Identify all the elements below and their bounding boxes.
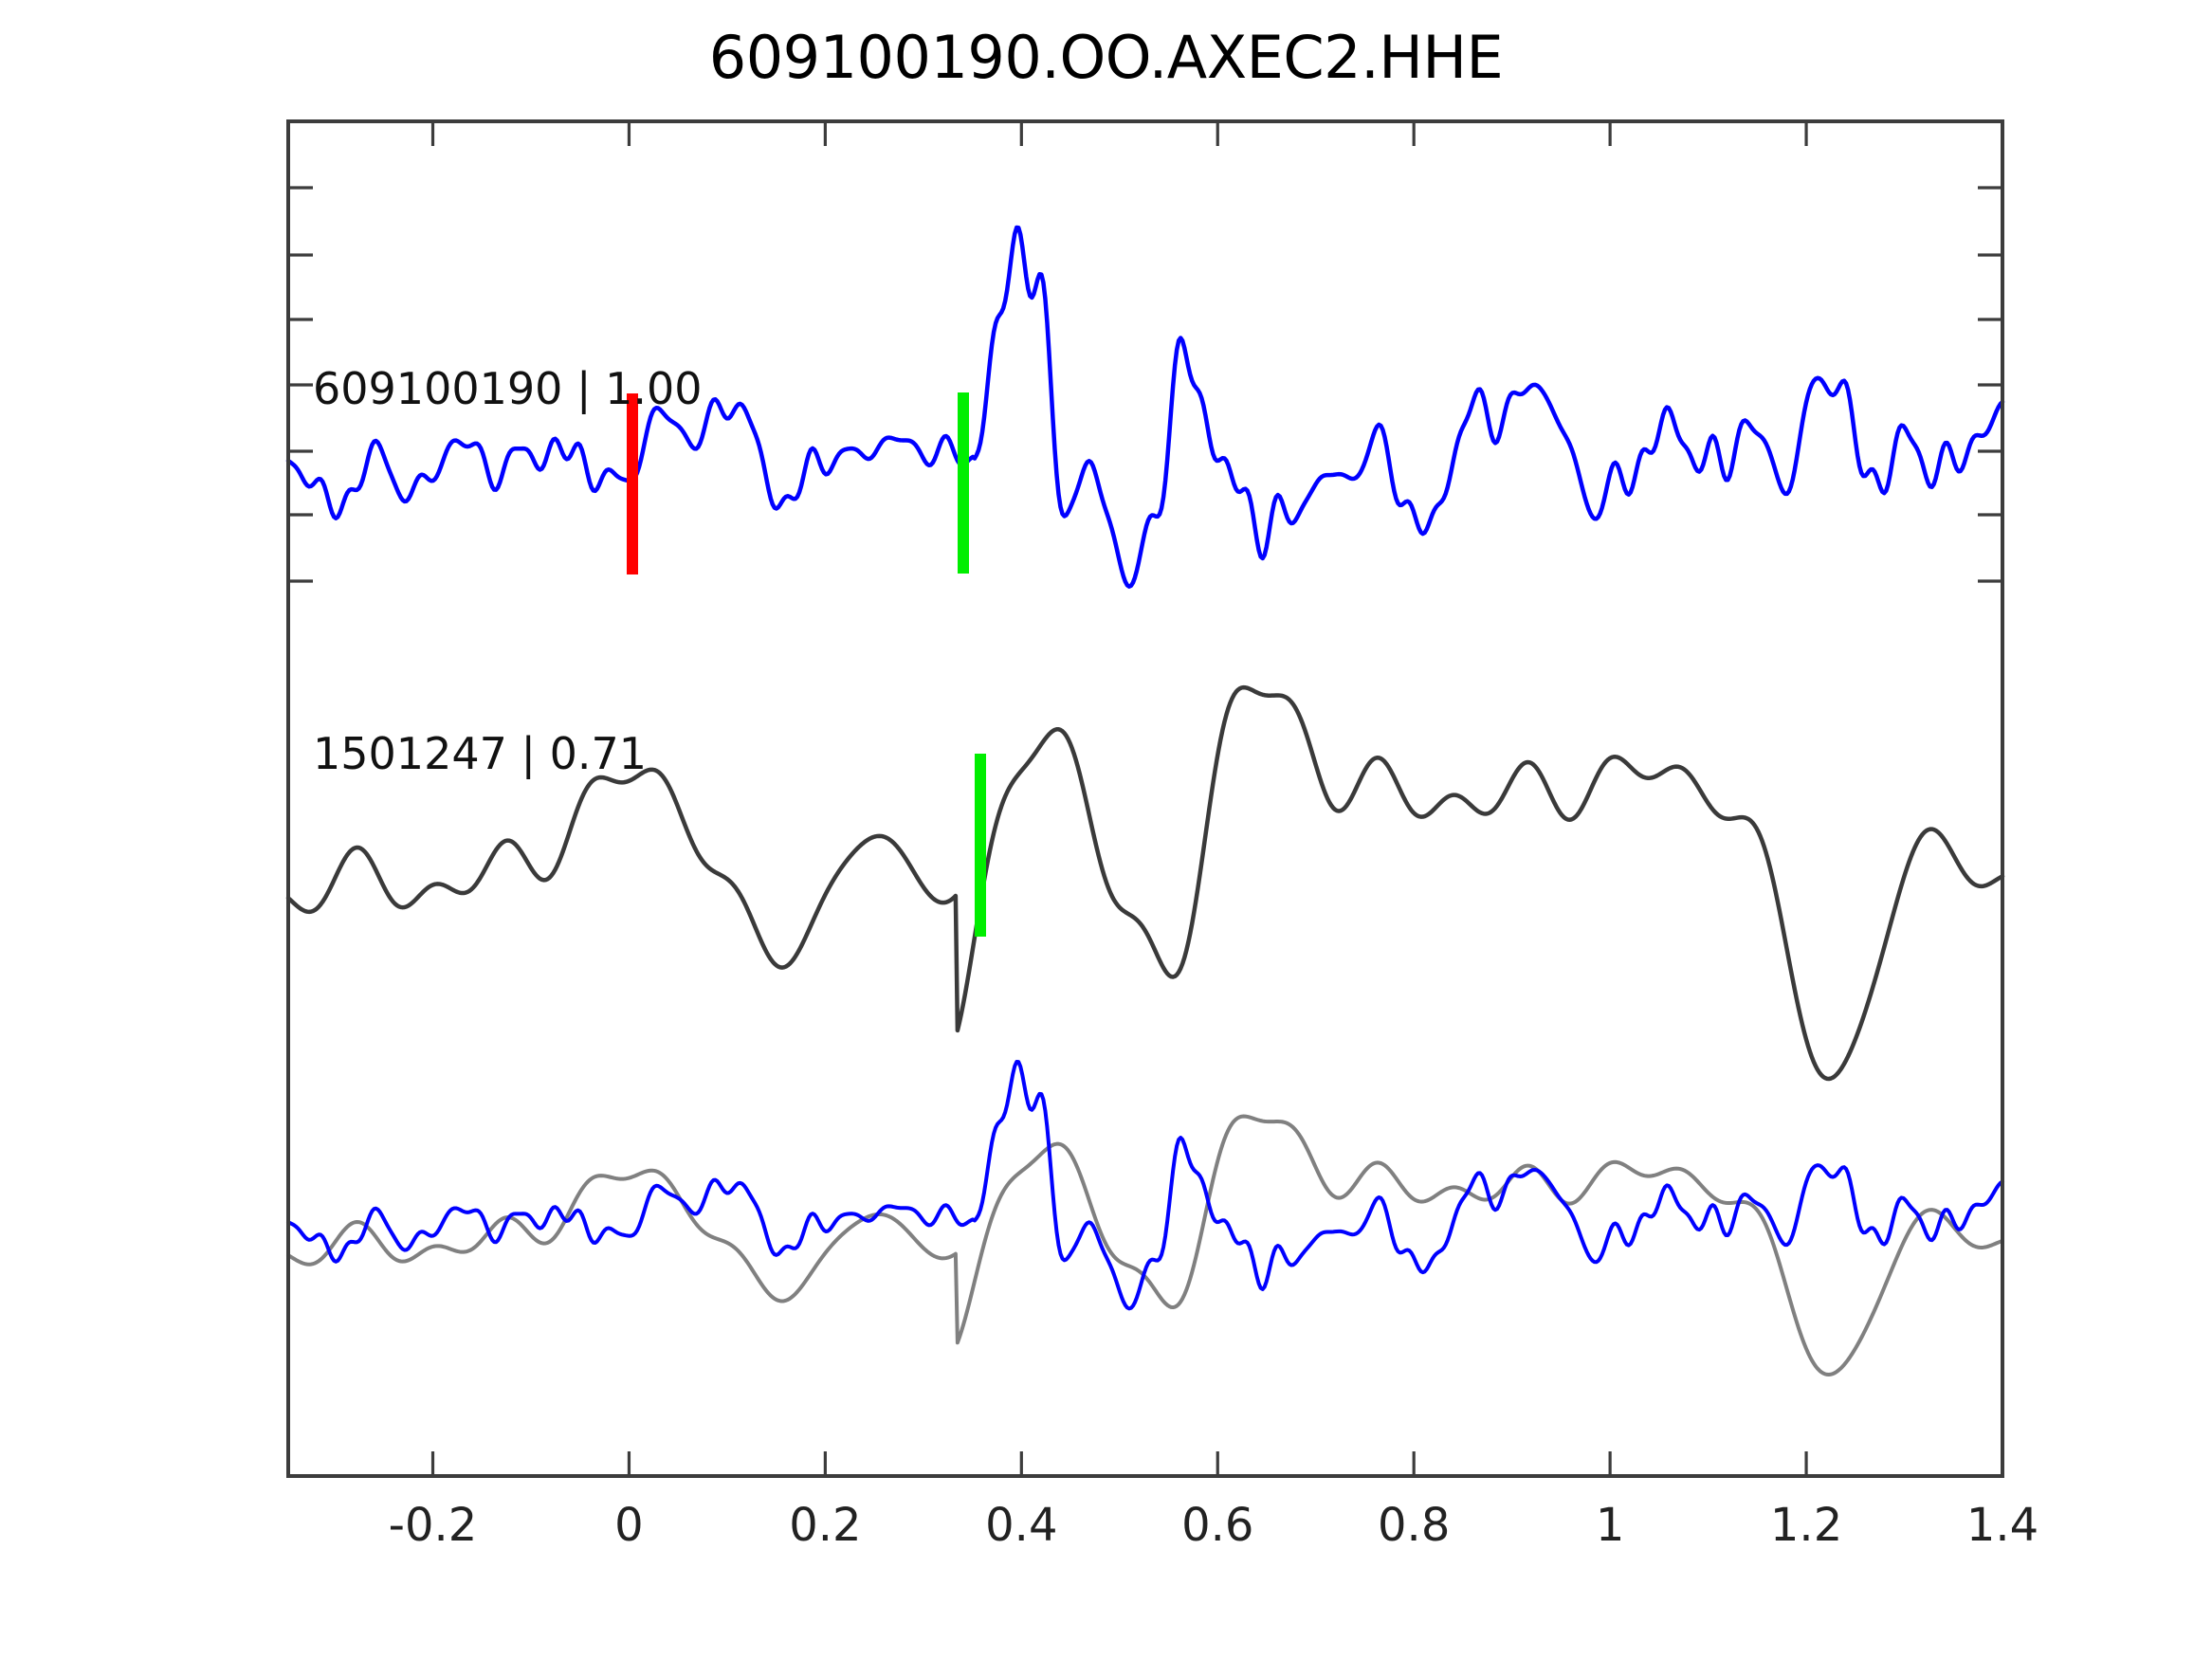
pick-markers-group (627, 392, 986, 937)
pick-red-trace-1 (627, 393, 638, 574)
trace-overlay-line-609100190 (286, 1060, 2004, 1311)
x-tick-label-2: 0.2 (789, 1499, 862, 1552)
traces-group (285, 225, 2005, 1376)
x-tick-label-6: 1 (1595, 1499, 1625, 1552)
x-tick-label-3: 0.4 (985, 1499, 1058, 1552)
trace-line-609100190 (285, 225, 2005, 589)
pick-green-trace-1 (958, 392, 969, 574)
x-tick-label-1: 0 (614, 1499, 644, 1552)
trace-overlay-line-1501247 (286, 1114, 2004, 1376)
pick-green-trace-2 (975, 754, 986, 937)
x-tick-label-0: -0.2 (388, 1499, 478, 1552)
x-tick-label-4: 0.6 (1181, 1499, 1254, 1552)
x-tick-label-5: 0.8 (1378, 1499, 1451, 1552)
axes-frame (286, 119, 2004, 1478)
plot-frame-border (286, 119, 2004, 1478)
x-tick-label-8: 1.4 (1965, 1499, 2039, 1552)
page-title: 609100190.OO.AXEC2.HHE (708, 23, 1504, 92)
trace-line-1501247 (285, 684, 2005, 1082)
trace-label-1501247: 1501247 | 0.71 (313, 728, 648, 779)
x-tick-label-7: 1.2 (1769, 1499, 1843, 1552)
trace-label-609100190: 609100190 | 1.00 (313, 363, 703, 414)
